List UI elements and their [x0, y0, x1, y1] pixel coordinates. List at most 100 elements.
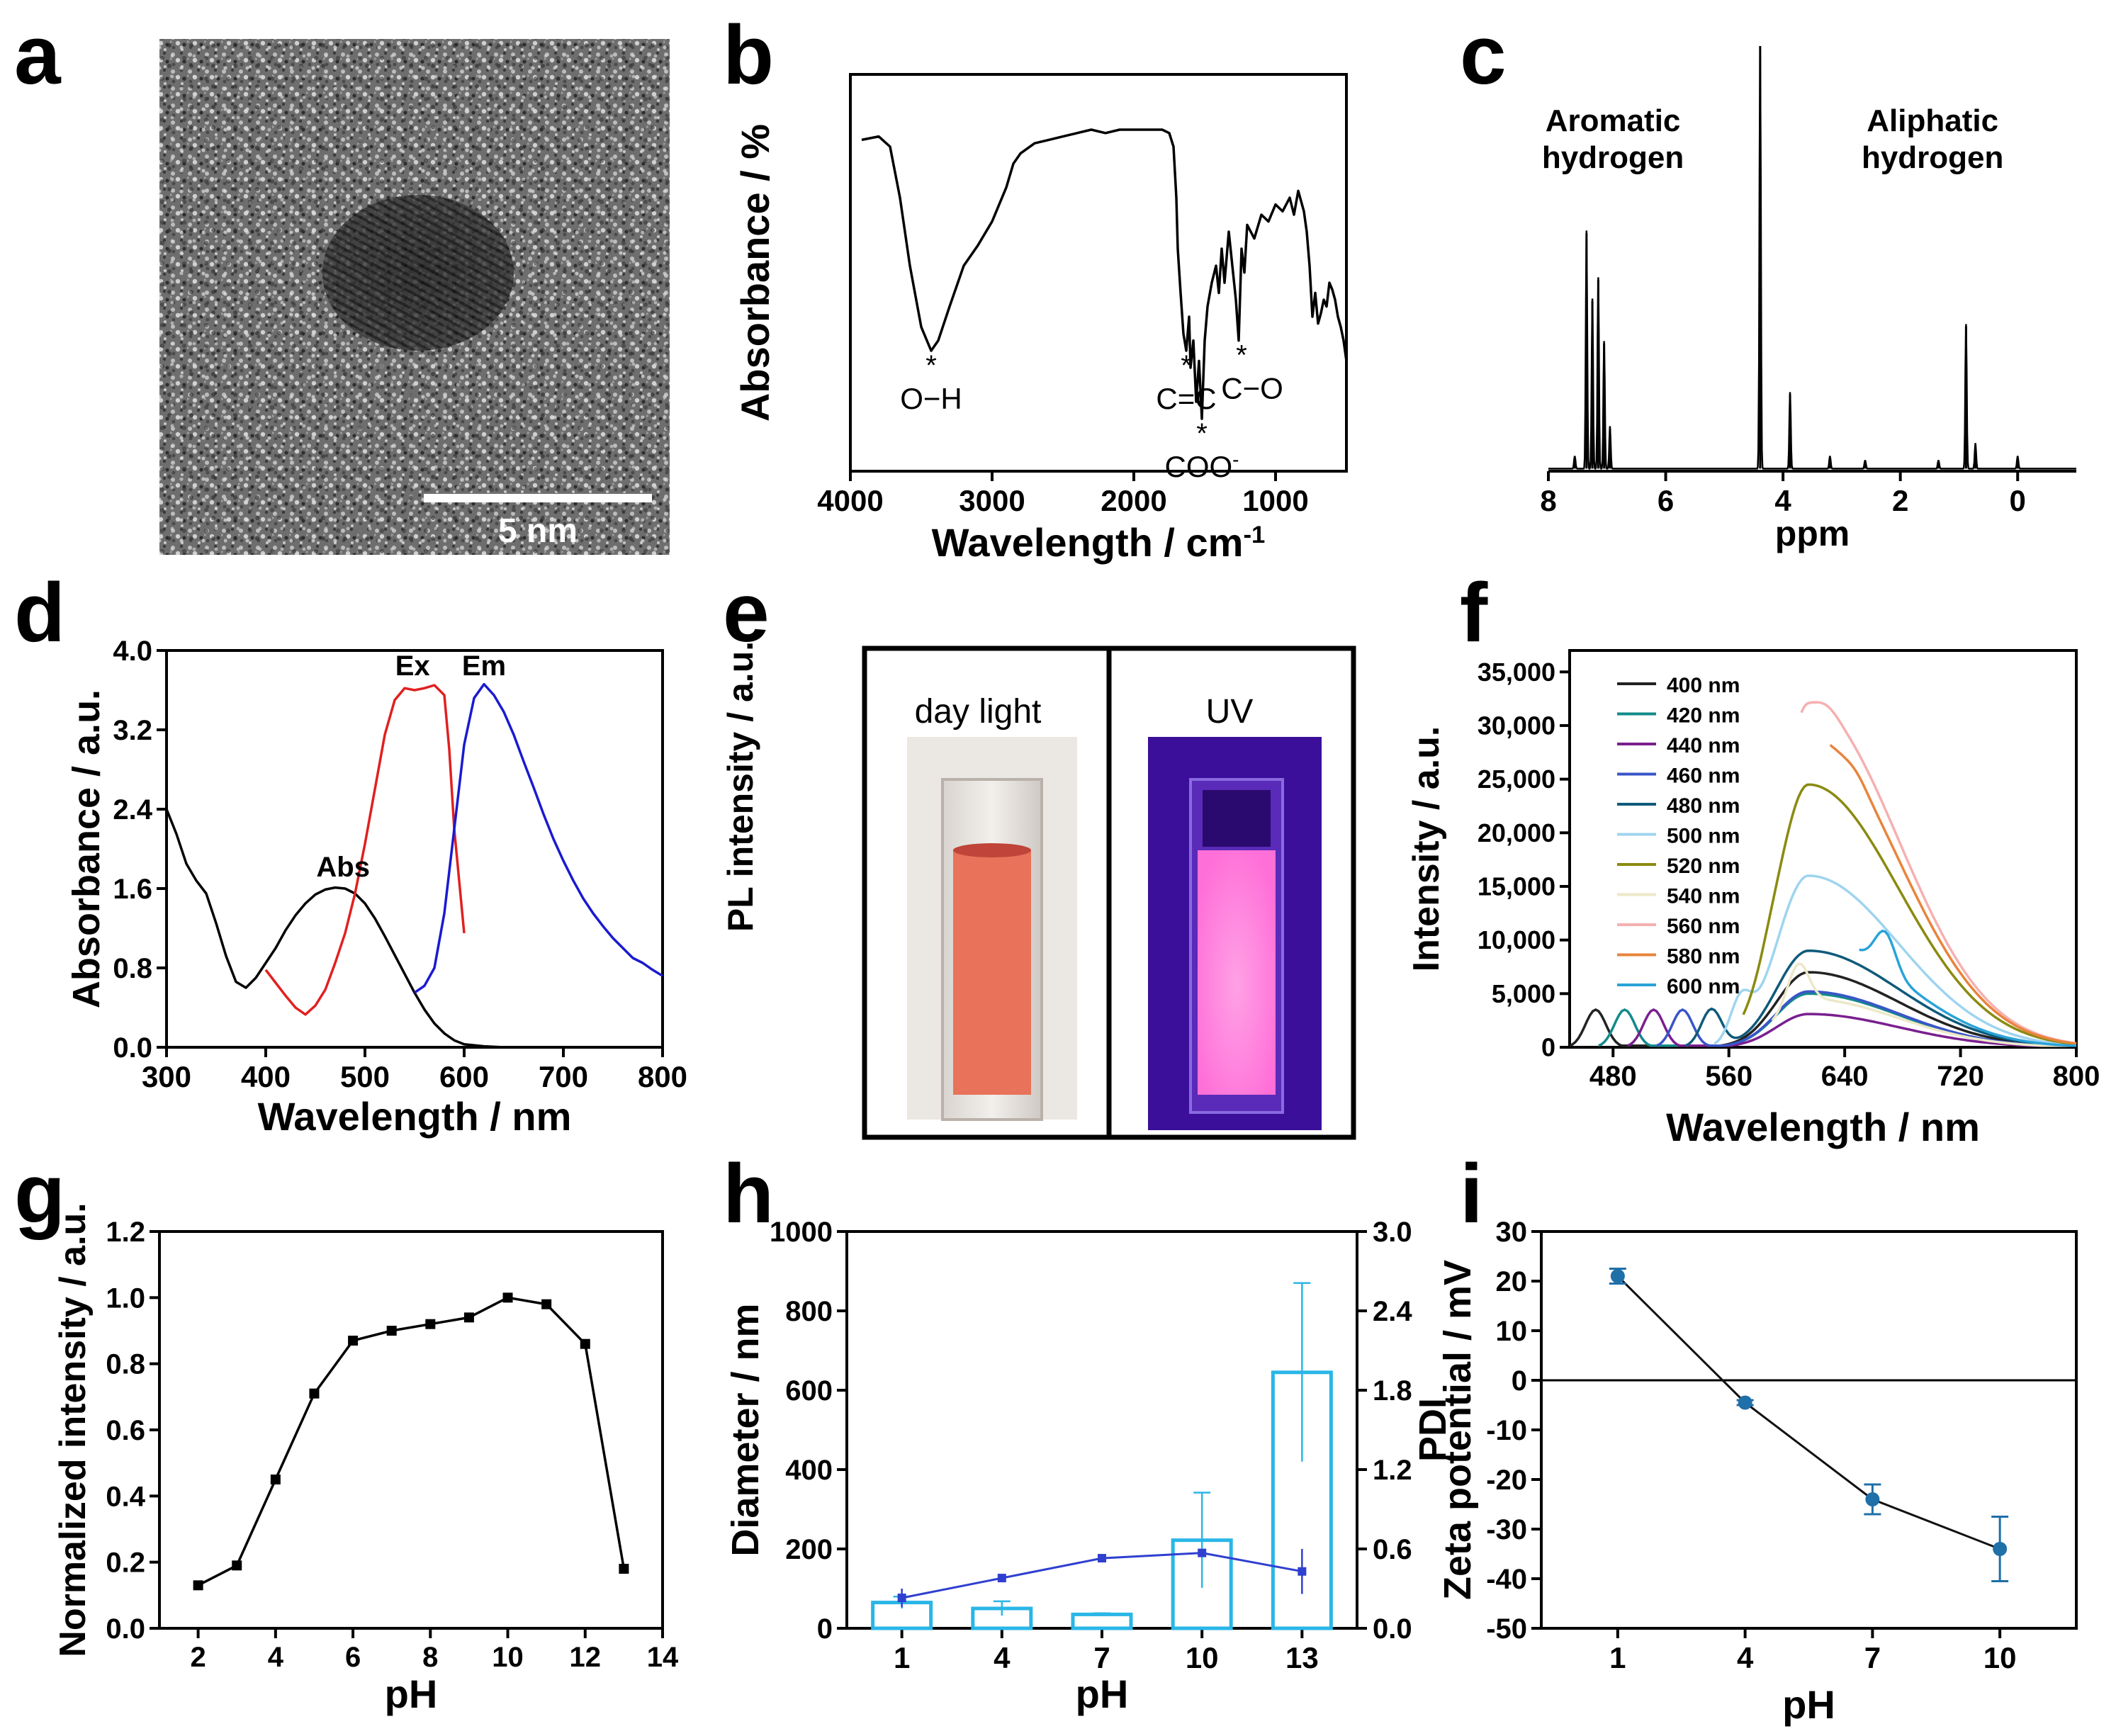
panel-h-x-axis-label: pH [1076, 1672, 1129, 1716]
panel-i-frame [1540, 1230, 2078, 1630]
uv-label: UV [1206, 693, 1254, 731]
panel-i: 1 4 7 10 -50 -40 -30 -20 -10 0 10 20 30 pH Zeta potent… [1436, 1217, 2078, 1727]
panel-c-x-tick-label: 6 [1658, 484, 1674, 517]
panel-b-x-tick-label: 3000 [959, 484, 1025, 517]
panel-f-series-line-9 [1829, 744, 2077, 1045]
panel-h-y2-tick-label: 0.0 [1373, 1613, 1412, 1645]
panel-f-y-tick-label: 0 [1541, 1033, 1555, 1062]
panel-g-data-point-10 [580, 1338, 590, 1349]
panel-h-y-tick-label: 200 [785, 1534, 833, 1565]
panel-i-data-point-0 [1610, 1269, 1625, 1283]
panel-g-data-point-7 [463, 1312, 474, 1323]
panel-b-annotation-marker: * [925, 350, 937, 381]
panel-f-y-tick-label: 15,000 [1478, 872, 1555, 901]
panel-g-x-tick-label: 14 [647, 1642, 679, 1673]
panel-h-x-tick-label: 4 [994, 1641, 1011, 1674]
panel-i-y-tick-label: -50 [1486, 1613, 1527, 1645]
panel-f-legend-label: 480 nm [1667, 794, 1740, 818]
panel-i-y-axis-label: Zeta potential / mV [1436, 1260, 1479, 1600]
panel-f-series-line-6 [1742, 783, 2077, 1046]
panel-g-data-point-11 [619, 1564, 629, 1574]
panel-c-x-tick-label: 8 [1540, 484, 1556, 517]
panel-f-legend-label: 500 nm [1667, 825, 1740, 848]
panel-h-pdi-point-2 [1098, 1554, 1106, 1563]
panel-b-annotation-label: COO- [1165, 449, 1239, 484]
panel-f-legend-label: 560 nm [1667, 915, 1740, 938]
panel-a: 5 nm [159, 39, 670, 555]
panel-d-x-tick-label: 500 [340, 1060, 390, 1093]
panel-f-x-tick-label: 800 [2053, 1061, 2100, 1092]
panel-i-x-axis-label: pH [1782, 1682, 1835, 1727]
panel-h: 1 4 7 10 13 0 200 400 600 800 1000 0.0 0.6 1.2 1.8 2.4 3… [724, 1217, 1454, 1716]
uv-glow [1198, 850, 1276, 1095]
daylight-liquid [953, 850, 1031, 1095]
panel-g-series-line [197, 1296, 626, 1586]
panel-g-x-tick-label: 6 [345, 1642, 361, 1673]
panel-d-y-tick-label: 2.4 [113, 794, 152, 825]
daylight-label: day light [915, 693, 1042, 731]
panel-g-y-tick-label: 1.0 [106, 1283, 145, 1314]
panel-f-series-line-4 [1684, 949, 2076, 1047]
panel-g-y-tick-label: 0.0 [106, 1613, 145, 1645]
panel-h-x-tick-label: 10 [1186, 1641, 1219, 1674]
panel-d-series-ex [264, 684, 466, 1016]
panel-h-y-tick-label: 0 [817, 1613, 833, 1645]
tem-nanoparticle-halo [312, 184, 524, 361]
panel-i-series-line [1616, 1275, 2000, 1550]
panel-i-y-tick-label: -40 [1486, 1564, 1527, 1595]
panel-letter-a: a [14, 9, 62, 102]
panel-b-series-line-0 [861, 128, 1348, 420]
panel-f-x-tick-label: 640 [1821, 1061, 1869, 1092]
panel-b-x-tick-label: 4000 [817, 484, 883, 517]
panel-i-y-tick-label: 10 [1496, 1316, 1528, 1347]
panel-f-legend-label: 440 nm [1667, 734, 1740, 757]
panel-h-bar-2 [1071, 1612, 1133, 1630]
panel-g-data-point-6 [425, 1319, 436, 1329]
panel-f-series-line-2 [1626, 1008, 2076, 1047]
panel-letter-b: b [723, 9, 774, 102]
panel-i-y-tick-label: -20 [1486, 1465, 1527, 1496]
panel-b-annotation-label: C−O [1221, 372, 1283, 405]
panel-f-y-axis-label: Intensity / a.u. [1406, 726, 1447, 972]
panel-g-y-tick-label: 0.8 [106, 1349, 145, 1380]
panel-g-y-tick-label: 0.6 [106, 1415, 145, 1446]
panel-b-annotation-marker: * [1236, 340, 1247, 371]
panel-b-y-axis-label: Absorbance / % [733, 124, 777, 422]
panel-c-annotation-line2: hydrogen [1862, 140, 2003, 175]
panel-letter-d: d [14, 566, 65, 660]
panel-c-annotation-line2: hydrogen [1542, 140, 1684, 175]
panel-g-data-point-8 [502, 1292, 513, 1303]
panel-i-y-tick-label: 0 [1512, 1365, 1527, 1397]
panel-g-data-point-9 [541, 1299, 552, 1309]
panel-f-x-axis-label: Wavelength / nm [1666, 1105, 1980, 1149]
panel-f-y-tick-label: 30,000 [1478, 711, 1555, 740]
panel-g-y-axis-label: Normalized intensity / a.u. [52, 1202, 94, 1657]
panel-g-x-tick-label: 10 [492, 1642, 524, 1673]
panel-c-x-tick-label: 4 [1774, 484, 1791, 517]
panel-c-x-tick-label: 2 [1892, 484, 1908, 517]
panel-i-x-tick-label: 7 [1864, 1641, 1881, 1674]
panel-letter-h: h [723, 1147, 774, 1241]
panel-h-y2-tick-label: 2.4 [1373, 1296, 1412, 1327]
scale-bar [424, 494, 652, 502]
panel-d: 300 400 500 600 700 800 0.0 0.8 1.6 2.4 3.2 4.0 Wave… [65, 636, 687, 1139]
panel-g: 2 4 6 8 10 12 14 0.0 0.2 0.4 0.6 0.8 1.0 1.2 pH Normali… [52, 1202, 679, 1716]
panel-g-data-point-0 [193, 1580, 203, 1591]
panel-f-y-tick-label: 20,000 [1478, 818, 1555, 847]
panel-d-x-axis-label: Wavelength / nm [258, 1094, 572, 1139]
panel-letter-c: c [1460, 9, 1507, 102]
panel-g-data-point-2 [270, 1475, 281, 1484]
panel-h-y2-axis-label: PDI [1412, 1398, 1454, 1462]
panel-h-frame [845, 1230, 1358, 1630]
panel-f: 480 560 640 720 800 0 5,000 10,000 15,000 20,000 2… [1406, 649, 2100, 1149]
panel-b-x-axis-label: Wavelength / cm-1 [932, 520, 1266, 565]
panel-c: 8 6 4 2 0ppmAromatichydrogenAliphatichydroge… [1540, 45, 2076, 553]
panel-c-annotation-line1: Aromatic [1546, 103, 1681, 138]
panel-f-legend-label: 460 nm [1667, 765, 1740, 788]
panel-e: PL intensity / a.u. day light UV [721, 641, 1356, 1140]
panel-d-x-tick-label: 600 [439, 1060, 489, 1093]
panel-i-y-tick-label: -30 [1486, 1514, 1527, 1545]
panel-d-frame [165, 649, 664, 1049]
